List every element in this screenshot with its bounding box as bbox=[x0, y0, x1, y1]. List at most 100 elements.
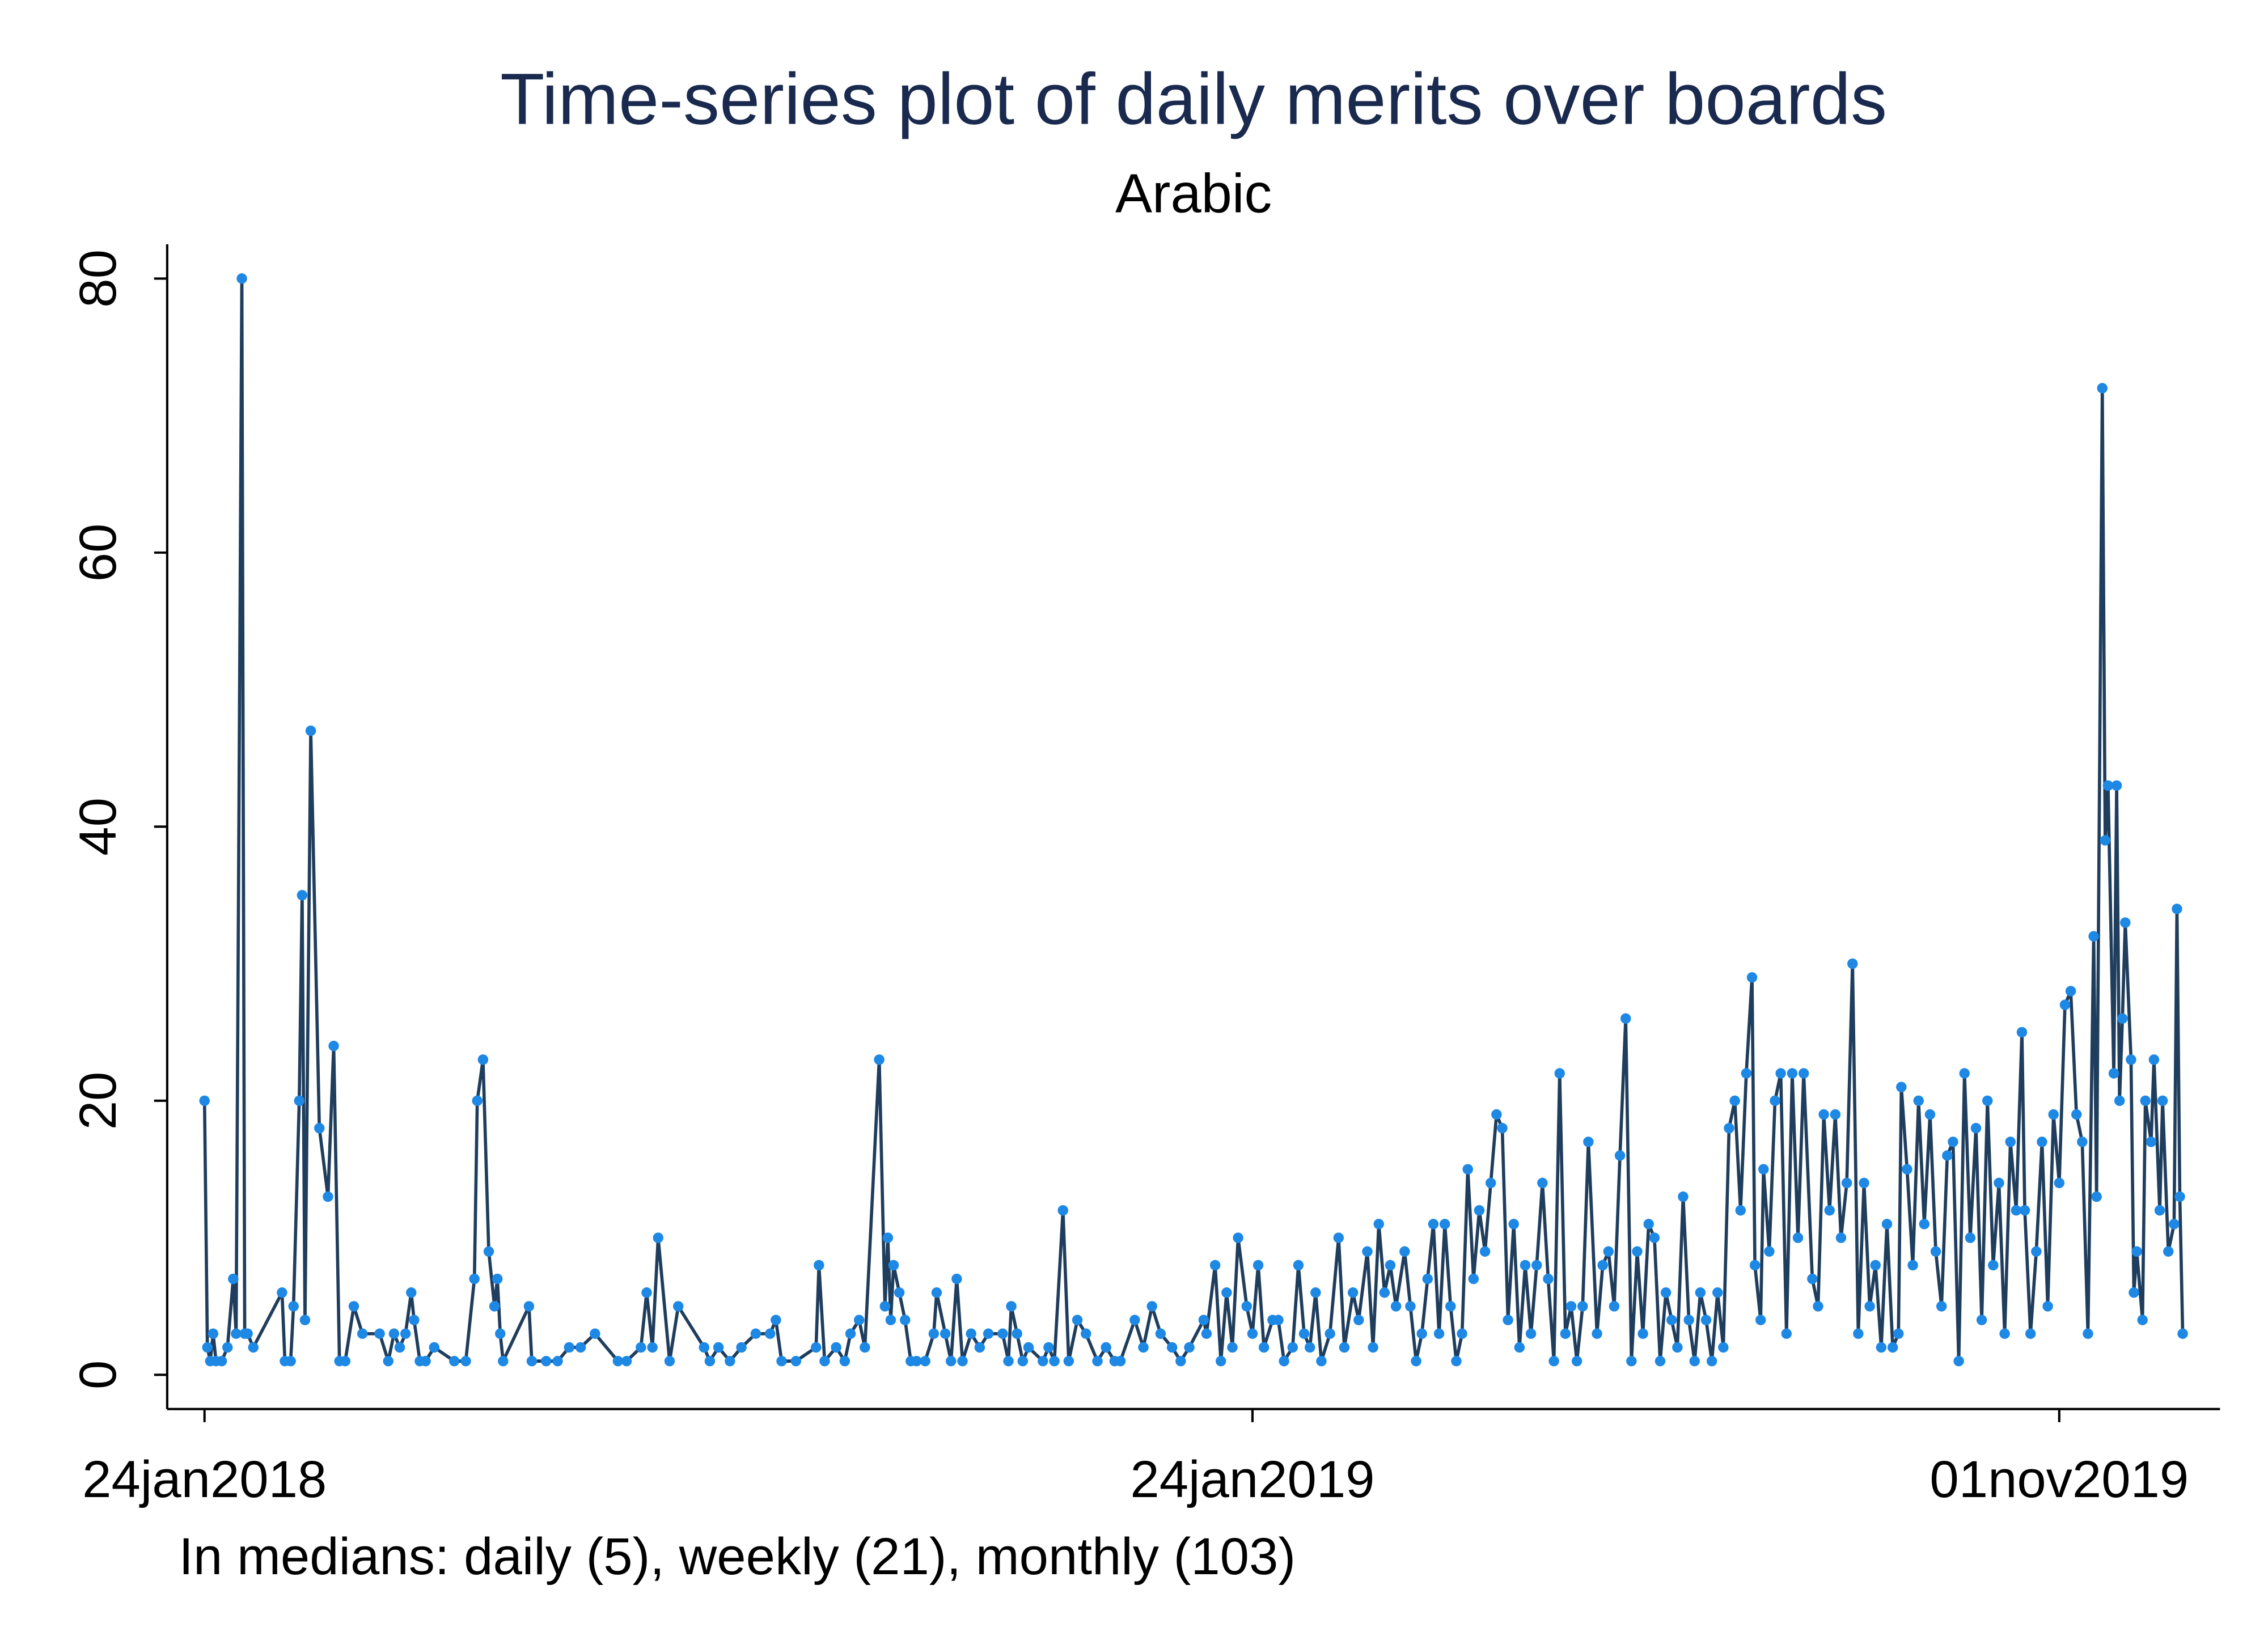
data-point bbox=[1603, 1246, 1614, 1257]
data-point bbox=[1870, 1260, 1881, 1271]
data-point bbox=[483, 1246, 494, 1257]
data-point bbox=[1258, 1342, 1270, 1353]
data-point bbox=[1695, 1287, 1706, 1298]
data-point bbox=[469, 1273, 480, 1285]
data-point bbox=[202, 1342, 213, 1353]
data-point bbox=[2174, 1191, 2185, 1202]
data-point bbox=[1012, 1328, 1022, 1339]
data-point bbox=[552, 1355, 563, 1367]
data-point bbox=[1930, 1246, 1941, 1257]
data-point bbox=[1422, 1273, 1433, 1285]
data-point bbox=[1368, 1342, 1378, 1353]
data-point bbox=[1468, 1273, 1479, 1285]
data-point bbox=[1706, 1355, 1717, 1367]
data-point bbox=[2037, 1137, 2047, 1147]
data-point bbox=[1626, 1355, 1637, 1367]
data-point bbox=[811, 1342, 822, 1353]
data-point bbox=[771, 1315, 781, 1325]
data-point bbox=[2163, 1246, 2174, 1257]
data-point bbox=[2120, 917, 2131, 928]
data-point bbox=[1428, 1219, 1439, 1230]
data-point bbox=[1017, 1355, 1029, 1367]
data-point bbox=[1712, 1287, 1723, 1298]
y-tick-label: 20 bbox=[68, 1071, 127, 1130]
data-point bbox=[1830, 1109, 1841, 1120]
data-point bbox=[1298, 1328, 1310, 1339]
data-point bbox=[1735, 1205, 1746, 1216]
data-point bbox=[2114, 1095, 2125, 1107]
data-point bbox=[1666, 1315, 1677, 1325]
data-point bbox=[1902, 1164, 1912, 1175]
data-point bbox=[819, 1355, 830, 1367]
data-point bbox=[1184, 1342, 1195, 1353]
data-point bbox=[495, 1328, 506, 1339]
data-point bbox=[1887, 1342, 1898, 1353]
data-point bbox=[2148, 1054, 2160, 1065]
data-point bbox=[248, 1342, 259, 1353]
data-point bbox=[1333, 1232, 1344, 1243]
data-point bbox=[1824, 1205, 1835, 1216]
data-point bbox=[1936, 1301, 1947, 1312]
data-point bbox=[1385, 1260, 1396, 1271]
data-point bbox=[2088, 931, 2099, 942]
data-point bbox=[1399, 1246, 1410, 1257]
data-point bbox=[1316, 1355, 1327, 1367]
data-point bbox=[409, 1315, 420, 1325]
data-point bbox=[1864, 1301, 1875, 1312]
data-point bbox=[1227, 1342, 1238, 1353]
data-point bbox=[199, 1095, 210, 1107]
data-point bbox=[2025, 1328, 2036, 1339]
data-point bbox=[1853, 1328, 1864, 1339]
data-point bbox=[951, 1273, 962, 1285]
data-point bbox=[1592, 1328, 1602, 1339]
data-point bbox=[523, 1301, 535, 1312]
data-point bbox=[882, 1232, 894, 1243]
data-point bbox=[1491, 1109, 1502, 1120]
data-point bbox=[277, 1287, 287, 1298]
data-point bbox=[1571, 1355, 1582, 1367]
data-point bbox=[1233, 1232, 1243, 1243]
data-point bbox=[1175, 1355, 1186, 1367]
data-point bbox=[477, 1054, 489, 1065]
data-point bbox=[1485, 1177, 1496, 1189]
data-point bbox=[294, 1095, 305, 1107]
x-tick-label: 01nov2019 bbox=[1930, 1449, 2189, 1508]
data-point bbox=[1942, 1150, 1953, 1161]
data-point bbox=[1724, 1122, 1734, 1134]
data-point bbox=[1755, 1315, 1766, 1325]
data-point bbox=[1006, 1301, 1017, 1312]
data-point bbox=[429, 1342, 440, 1353]
data-point bbox=[672, 1301, 684, 1312]
data-point bbox=[1758, 1164, 1769, 1175]
data-point bbox=[1411, 1355, 1421, 1367]
data-point bbox=[1893, 1328, 1904, 1339]
data-point bbox=[920, 1355, 930, 1367]
data-point bbox=[1672, 1342, 1683, 1353]
data-point bbox=[2100, 835, 2111, 846]
data-point bbox=[1457, 1328, 1467, 1339]
data-point bbox=[1632, 1246, 1643, 1257]
data-point bbox=[1775, 1068, 1786, 1079]
data-point bbox=[1818, 1109, 1829, 1120]
data-point bbox=[489, 1301, 500, 1312]
data-point bbox=[348, 1301, 359, 1312]
data-point bbox=[1293, 1260, 1304, 1271]
data-point bbox=[1876, 1342, 1887, 1353]
data-point bbox=[1339, 1342, 1350, 1353]
data-point bbox=[621, 1355, 632, 1367]
data-point bbox=[845, 1328, 856, 1339]
data-point bbox=[2129, 1287, 2139, 1298]
data-point bbox=[1273, 1315, 1284, 1325]
data-point bbox=[2111, 780, 2122, 791]
data-point bbox=[1201, 1328, 1212, 1339]
data-point bbox=[236, 273, 247, 284]
data-point bbox=[814, 1260, 824, 1271]
data-point bbox=[1835, 1232, 1847, 1243]
data-point bbox=[1537, 1177, 1548, 1189]
data-point bbox=[704, 1355, 716, 1367]
data-point bbox=[997, 1328, 1008, 1339]
data-point bbox=[1976, 1315, 1987, 1325]
y-tick-label: 0 bbox=[68, 1360, 127, 1389]
data-point bbox=[2097, 383, 2108, 394]
